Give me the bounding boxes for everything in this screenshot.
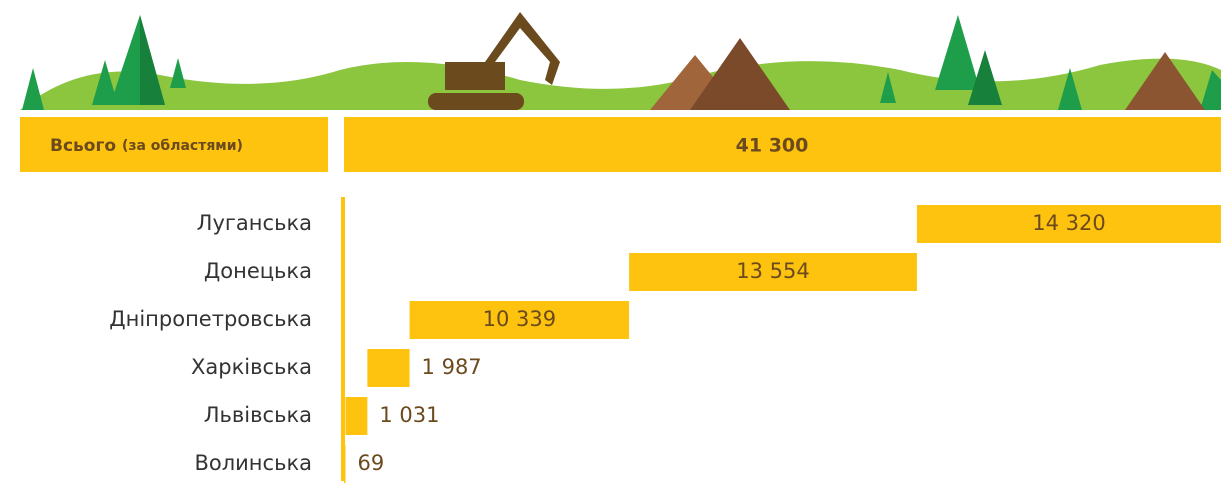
total-subtitle: (за областями) — [122, 138, 243, 154]
value-label: 1 987 — [422, 355, 482, 379]
bar — [367, 349, 409, 387]
total-title-main: Всього — [50, 136, 116, 156]
total-title: Всього (за областями) — [50, 136, 243, 156]
total-value: 41 300 — [736, 135, 809, 157]
category-label: Харківська — [191, 355, 312, 379]
chart: Всього (за областями) 41 300 Волинська 69… — [0, 0, 1221, 486]
category-label: Волинська — [194, 451, 312, 475]
bar — [344, 445, 345, 483]
value-label: 69 — [357, 451, 384, 475]
value-label: 10 339 — [483, 307, 556, 331]
category-label: Львівська — [204, 403, 312, 427]
axis-line — [341, 197, 345, 481]
value-label: 13 554 — [736, 259, 809, 283]
category-label: Дніпропетровська — [109, 307, 312, 331]
bar — [345, 397, 367, 435]
category-label: Луганська — [197, 211, 312, 235]
category-label: Донецька — [204, 259, 312, 283]
landscape — [20, 12, 1221, 110]
value-label: 14 320 — [1032, 211, 1105, 235]
value-label: 1 031 — [379, 403, 439, 427]
